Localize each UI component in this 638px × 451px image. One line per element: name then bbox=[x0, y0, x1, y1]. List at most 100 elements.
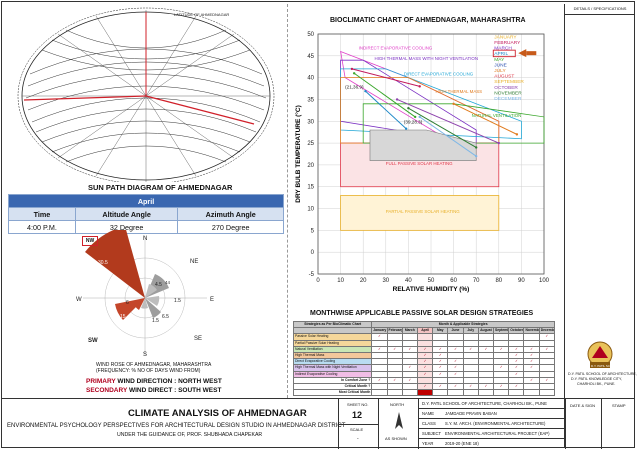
series-point bbox=[350, 67, 354, 71]
x-tick-label: 60 bbox=[450, 278, 457, 284]
month-header: October bbox=[508, 327, 525, 335]
most-critical-cell bbox=[447, 389, 464, 397]
windrose-caption: WIND ROSE OF AHMEDNAGAR, MAHARASHTRA bbox=[96, 362, 212, 368]
panel-divider bbox=[287, 4, 288, 398]
annotation-april-max: (21,36.9) bbox=[345, 85, 364, 90]
month-header: December bbox=[538, 327, 556, 335]
x-tick-label: 80 bbox=[495, 278, 502, 284]
windrose-value-ne2: 44 bbox=[165, 280, 171, 285]
x-tick-label: 10 bbox=[337, 278, 344, 284]
series-point bbox=[497, 141, 500, 145]
windrose-label-n: N bbox=[143, 236, 147, 242]
sunpath-table: April Time Altitude Angle Azimuth Angle … bbox=[8, 194, 284, 234]
zone-label: DIRECT EVAPORATIVE COOLING bbox=[404, 71, 474, 76]
sunpath-month: April bbox=[8, 194, 284, 208]
series-point bbox=[413, 115, 417, 119]
north-label: NORTH bbox=[390, 402, 405, 407]
wind-rose: N NE E SE S SW W 6 4.5 1.5 1.5 6.5 15 30… bbox=[76, 230, 214, 358]
zone-label: INDIRECT EVAPORATIVE COOLING bbox=[359, 45, 433, 50]
series-point bbox=[452, 102, 455, 106]
y-tick-label: -5 bbox=[309, 272, 315, 278]
windrose-label-s: S bbox=[143, 352, 147, 358]
windrose-value-se: 6.5 bbox=[162, 314, 169, 320]
y-axis-label: DRY BULB TEMPERATURE (°C) bbox=[294, 105, 302, 202]
date-sign-label: DATE & SIGN bbox=[570, 403, 596, 408]
strategies-header: Strategies as Per BioClimatic Chart bbox=[292, 320, 373, 329]
title-block: CLIMATE ANALYSIS OF AHMEDNAGAR ENVIRONME… bbox=[1, 398, 635, 449]
legend-month: OCTOBER bbox=[494, 85, 518, 91]
windrose-value-sw: 15 bbox=[120, 314, 126, 320]
series-point bbox=[407, 106, 410, 110]
scale-label: SCALE bbox=[350, 427, 364, 432]
strategy-row: Indirect Evaporative Cooling ✓ ✓ ✓ ✓ bbox=[292, 370, 556, 378]
legend-month: DECEMBER bbox=[494, 96, 522, 102]
strategy-row: Direct Evaporative Cooling ✓ ✓ ✓ ✓ ✓ bbox=[292, 358, 556, 366]
windrose-nw-box: NW bbox=[82, 236, 98, 246]
most-critical-cell bbox=[493, 389, 510, 397]
april-pointer-icon bbox=[518, 49, 527, 58]
legend-month: AUGUST bbox=[494, 74, 514, 80]
x-tick-label: 100 bbox=[539, 278, 550, 284]
zone-label: NATURAL VENTILATION bbox=[472, 113, 522, 118]
right-info-strip: DETAILS / SPECIFICATIONS D.Y. PATIL SCHO… bbox=[564, 4, 637, 447]
stamp-label: STAMP bbox=[612, 403, 626, 408]
year-label: YEAR bbox=[422, 441, 434, 446]
sunpath-azimuth: 270 Degree bbox=[177, 220, 284, 234]
class-label: CLASS bbox=[422, 421, 436, 426]
svg-text:D.Y. PATIL SCHOOL: D.Y. PATIL SCHOOL bbox=[591, 364, 619, 368]
windrose-nw-petal bbox=[85, 230, 145, 298]
windrose-value-e: 1.5 bbox=[174, 298, 181, 304]
sunpath-latitude-label: LATITUDE OF AHMEDNAGAR bbox=[174, 12, 229, 17]
legend-month: NOVEMBER bbox=[494, 90, 522, 96]
most-critical-cell bbox=[371, 389, 388, 397]
windrose-value-nw: 30.5 bbox=[98, 260, 108, 266]
zone-partial-passive-solar bbox=[340, 195, 500, 231]
most-critical-cell bbox=[416, 389, 434, 397]
annotation-april-min: (39,28.3) bbox=[404, 119, 423, 124]
windrose-value-ne: 4.5 bbox=[155, 282, 162, 288]
series-line bbox=[351, 68, 420, 87]
sheet-no: 12 bbox=[352, 410, 363, 420]
north-arrow-icon bbox=[395, 412, 403, 429]
series-point bbox=[352, 72, 356, 75]
y-tick-label: 30 bbox=[307, 119, 314, 125]
april-highlight-box bbox=[492, 49, 516, 58]
strategy-row: January February March April May June July Augu… bbox=[292, 327, 556, 335]
subject-value: ENVIRONMENTAL ARCHITECTURAL PROJECT (EAP… bbox=[445, 431, 550, 436]
strategies-table: Strategies as Per BioClimatic Chart Month… bbox=[292, 320, 556, 397]
y-tick-label: 25 bbox=[307, 141, 314, 147]
x-tick-label: 30 bbox=[382, 278, 389, 284]
most-critical-cell bbox=[401, 389, 418, 397]
y-tick-label: 15 bbox=[307, 185, 314, 191]
zone-label: HIGH THERMAL MASS WITH NIGHT VENTILATION bbox=[375, 56, 479, 61]
series-line bbox=[419, 116, 477, 157]
details-header: DETAILS / SPECIFICATIONS bbox=[565, 4, 635, 15]
april-pointer-tail bbox=[526, 51, 537, 56]
sunpath-header-time: Time bbox=[8, 207, 76, 221]
y-tick-label: 45 bbox=[307, 54, 314, 60]
year-value: 2019-20 (ENE 18) bbox=[445, 441, 479, 446]
strategies-table-wrap: Strategies as Per BioClimatic Chart Month… bbox=[292, 320, 556, 397]
windrose-label-ne: NE bbox=[190, 259, 198, 265]
zone-label: FULL PASSIVE SOLAR HEATING bbox=[386, 161, 453, 166]
student-name: JAMDADE PRAVIN BABAN bbox=[445, 411, 497, 416]
windrose-label-e: E bbox=[210, 297, 214, 303]
legend-month: MARCH bbox=[494, 46, 512, 52]
series-point bbox=[364, 89, 367, 93]
college-name-2: D.Y. PATIL KNOWLEDGE CITY, bbox=[571, 377, 622, 381]
legend-month: JULY bbox=[494, 68, 506, 74]
zone-natural-ventilation bbox=[362, 103, 545, 144]
plot-frame bbox=[317, 33, 545, 275]
x-tick-label: 20 bbox=[360, 278, 367, 284]
title-cell: CLIMATE ANALYSIS OF AHMEDNAGAR ENVIRONME… bbox=[1, 399, 345, 449]
sheet-no-label: SHEET NO. bbox=[347, 402, 369, 407]
secondary-wind-direction: SECONDARY WIND DIRECT : SOUTH WEST bbox=[86, 387, 222, 394]
sunpath-header-altitude: Altitude Angle bbox=[74, 207, 179, 221]
month-header: September bbox=[493, 327, 510, 335]
legend-month: FEBRUARY bbox=[494, 40, 521, 46]
y-tick-label: 5 bbox=[311, 228, 315, 234]
sheet-no-cell: SHEET NO. 12 SCALE - bbox=[339, 399, 379, 449]
month-header: November bbox=[523, 327, 540, 335]
x-axis-label: RELATIVE HUMIDITY (%) bbox=[393, 286, 470, 293]
